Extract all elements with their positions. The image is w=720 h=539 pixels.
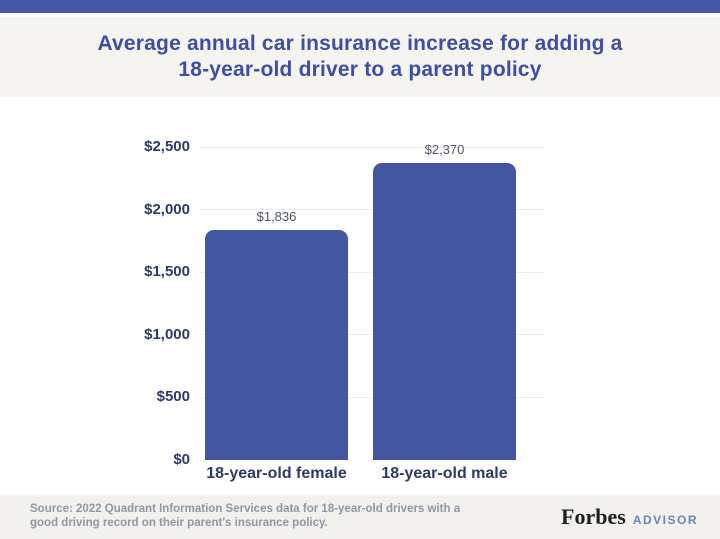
bar-category-label: 18-year-old female (206, 465, 347, 482)
chart-area (0, 97, 720, 495)
bar-value-label: $1,836 (256, 209, 297, 225)
chart-title-line-2: 18-year-old driver to a parent policy (178, 58, 542, 81)
source-note-line-1: Source: 2022 Quadrant Information Servic… (30, 503, 461, 515)
bar-category-label: 18-year-old male (381, 465, 508, 482)
gridline (200, 146, 545, 148)
source-note: Source: 2022 Quadrant Information Servic… (30, 502, 460, 530)
bar (373, 163, 516, 460)
gridline (200, 271, 545, 273)
y-axis-tick-label: $0 (173, 451, 190, 468)
source-note-line-2: good driving record on their parent's in… (30, 517, 328, 529)
y-axis-tick-label: $2,000 (144, 200, 190, 218)
y-axis-tick-label: $2,500 (144, 138, 190, 155)
gridline (200, 209, 545, 211)
forbes-wordmark: Forbes (561, 504, 626, 529)
y-axis-tick-label: $500 (156, 388, 190, 406)
advisor-wordmark: ADVISOR (632, 513, 698, 527)
top-accent-bar (0, 0, 720, 13)
y-axis-tick-label: $1,000 (144, 325, 190, 343)
chart-title-line-1: Average annual car insurance increase fo… (97, 32, 623, 55)
chart-header: Average annual car insurance increase fo… (0, 17, 720, 97)
gridline (200, 334, 545, 336)
footer: Source: 2022 Quadrant Information Servic… (0, 495, 720, 539)
gridline (200, 396, 545, 398)
bar-value-label: $2,370 (424, 142, 465, 158)
bar (205, 230, 348, 460)
forbes-advisor-logo: Forbes ADVISOR (561, 504, 698, 530)
y-axis-tick-label: $1,500 (144, 263, 190, 281)
